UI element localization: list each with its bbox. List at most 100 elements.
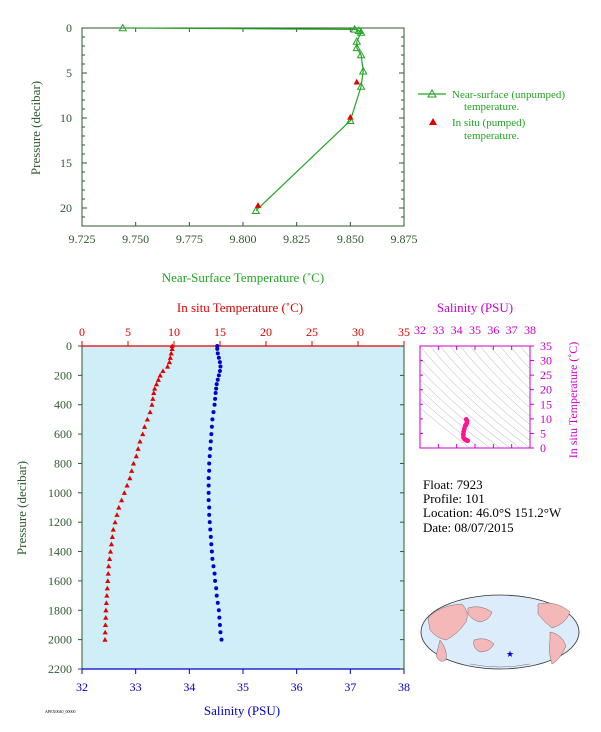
temperature-profile-point [103, 615, 109, 620]
ts-density-contour [420, 389, 491, 448]
legend-label-unpumped-line2: temperature. [464, 101, 520, 113]
profile-y-tick-label: 1000 [48, 486, 72, 500]
temperature-profile-point [106, 563, 112, 569]
ts-series [460, 417, 471, 444]
temperature-profile-point [127, 475, 133, 481]
salinity-profile-point [219, 637, 224, 642]
salinity-profile-point [209, 549, 214, 554]
ts-density-contour [429, 346, 530, 441]
temperature-x-tick-label: 10 [168, 325, 180, 339]
temperature-profile-point [135, 446, 141, 451]
unpumped-temperature-point [350, 24, 359, 33]
unpumped-temperature-point [118, 23, 128, 32]
profile-y-tick-label: 1600 [48, 574, 72, 588]
ts-y-tick-label: 35 [540, 339, 552, 353]
salinity-profile-point [217, 615, 222, 620]
map-land-africa-south [435, 639, 447, 662]
temperature-profile-point [169, 346, 175, 352]
legend-marker-pumped [429, 118, 437, 125]
near-surface-series [118, 23, 368, 214]
salinity-profile-point [218, 630, 223, 635]
profile-y-tick-label: 2000 [48, 633, 72, 647]
ts-y-tick-label: 10 [540, 412, 552, 426]
ts-x-tick-label: 35 [469, 323, 481, 337]
ts-x-tick-label: 38 [524, 323, 536, 337]
map-land-north-america [537, 602, 571, 629]
temperature-profile-point [105, 578, 111, 583]
ts-y-tick-label: 5 [540, 426, 546, 440]
ts-x-tick-label: 37 [506, 323, 518, 337]
salinity-profile-point [207, 461, 212, 466]
salinity-profile-point [214, 382, 219, 387]
profile-panel: 0 5 10 15 20 25 30 35 32 33 34 35 36 37 38 0 200 400 600 80… [14, 300, 410, 718]
salinity-profile-point [207, 512, 212, 517]
near-surface-ticks: 9.725 9.750 9.775 9.800 9.825 9.850 9.875 0 5 10 1… [60, 21, 418, 246]
ts-plot-frame [419, 345, 531, 449]
temperature-profile-point [105, 570, 111, 576]
temperature-profile-point [102, 637, 108, 642]
ts-density-contour [439, 346, 530, 433]
salinity-profile-point [206, 498, 211, 503]
salinity-profile-point [207, 520, 212, 525]
ts-x-tick-label: 32 [414, 323, 426, 337]
ts-y-tick-label: 25 [540, 368, 552, 382]
salinity-profile-point [217, 368, 222, 373]
profile-y-tick-label: 200 [54, 368, 72, 382]
salinity-profile-point [212, 571, 217, 576]
salinity-profile-point [207, 505, 212, 510]
salinity-x-tick-label: 36 [291, 680, 303, 694]
temperature-profile-point [155, 377, 161, 382]
salinity-profile-point [216, 355, 221, 360]
ts-density-contour [420, 379, 501, 448]
temperature-profile-point [167, 355, 173, 360]
temperature-profile-point [147, 409, 153, 415]
temperature-profile-point [164, 363, 171, 369]
salinity-profile-point [213, 578, 218, 583]
legend-label-unpumped-line1: Near-surface (unpumped) [452, 89, 565, 101]
ts-density-contour [469, 346, 530, 409]
ts-density-contour [519, 346, 530, 359]
near-surface-x-tick-label: 9.825 [283, 232, 310, 246]
salinity-profile-point [209, 542, 214, 547]
salinity-x-tick-label: 33 [130, 680, 142, 694]
near-surface-plot-frame [81, 27, 405, 227]
salinity-profile-point [208, 446, 213, 451]
near-surface-x-tick-label: 9.750 [122, 232, 149, 246]
salinity-profile-point [206, 483, 211, 488]
ts-density-contour [489, 346, 530, 390]
salinity-profile-point [217, 360, 222, 365]
temperature-profile-point [107, 548, 114, 554]
temperature-profile-point [109, 534, 115, 539]
temperature-profile-point [110, 526, 116, 532]
salinity-profile-point [207, 454, 212, 459]
salinity-profile-point [216, 608, 221, 613]
ts-y-tick-label: 0 [540, 441, 546, 455]
salinity-profile-point [206, 490, 211, 495]
float-location-star-icon: ★ [506, 649, 514, 659]
salinity-x-tick-label: 34 [183, 680, 195, 694]
salinity-profile-point [214, 386, 219, 391]
salinity-profile-point [208, 534, 213, 539]
temperature-profile-point [150, 396, 156, 401]
ts-y-tick-label: 15 [540, 397, 552, 411]
ts-point [465, 438, 471, 444]
near-surface-y-tick-label: 15 [60, 156, 72, 170]
temperature-profile-point [103, 600, 109, 606]
temperature-x-tick-label: 20 [260, 325, 272, 339]
profile-ticks: 0 5 10 15 20 25 30 35 32 33 34 35 36 37 38 0 200 400 600 80… [48, 325, 410, 694]
footer-code: APEX0040_00000 [45, 709, 75, 714]
legend-label-pumped-line1: In situ (pumped) [452, 117, 526, 129]
salinity-profile-point [215, 344, 220, 348]
near-surface-legend: Near-surface (unpumped) temperature. In … [418, 88, 565, 142]
ts-title: Salinity (PSU) [437, 300, 513, 315]
map-land-asia [467, 606, 493, 623]
map-land-south-america [549, 631, 567, 665]
pumped-temperature-point [347, 113, 354, 120]
temperature-profile-point [130, 460, 137, 466]
ts-density-contour [420, 407, 471, 448]
near-surface-x-axis-label: Near-Surface Temperature (˚C) [162, 270, 324, 285]
temperature-profile-point [102, 622, 109, 628]
profile-y-tick-label: 1400 [48, 545, 72, 559]
salinity-profile-point [210, 417, 215, 422]
temperature-profile-point [118, 497, 125, 503]
